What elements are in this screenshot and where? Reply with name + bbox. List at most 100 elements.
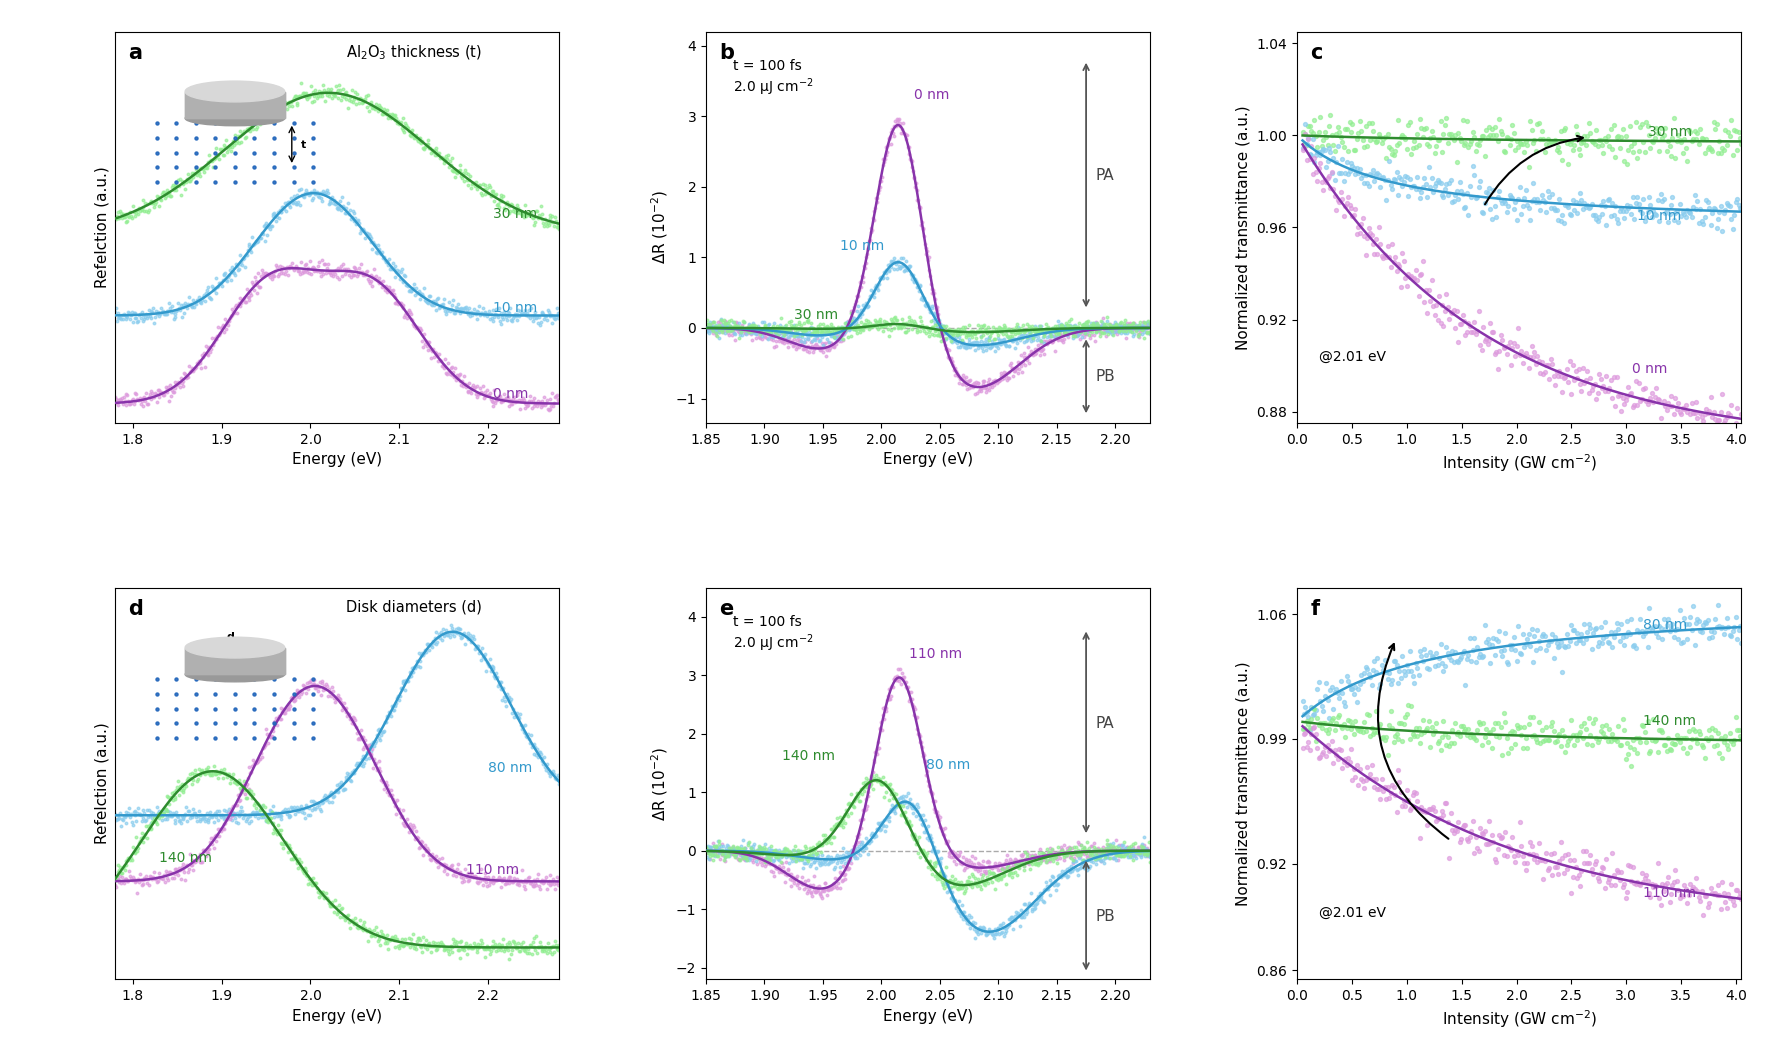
Point [184,164,212,181]
Point [269,199,297,216]
Point [787,851,815,868]
Point [695,313,723,330]
Point [992,861,1020,878]
Point [1353,138,1381,155]
Point [495,950,523,967]
Point [857,768,886,784]
Point [875,130,903,146]
Point [1321,741,1349,758]
Point [1519,846,1547,862]
Point [1018,851,1047,868]
Point [868,813,896,830]
Point [1034,322,1063,339]
Point [1109,836,1137,853]
Point [939,892,967,909]
Point [1354,114,1383,131]
Point [1618,205,1646,222]
Point [1708,750,1736,767]
Point [1575,710,1604,727]
Point [1685,613,1713,630]
Point [194,289,223,305]
Point [256,729,285,746]
Point [1002,855,1031,872]
Point [884,796,912,813]
Point [271,801,299,818]
Point [1568,359,1597,376]
Point [537,306,566,323]
Point [359,927,387,943]
Point [1096,320,1124,337]
Point [392,277,421,294]
Point [1086,851,1114,868]
Point [1651,620,1680,637]
Point [911,322,939,339]
Point [156,803,184,820]
Point [923,843,951,860]
Point [751,836,780,853]
Point [1582,211,1611,227]
Point [380,289,408,305]
Point [1611,876,1639,893]
Point [840,320,868,337]
Point [813,856,842,873]
Point [449,624,477,641]
Point [900,826,928,842]
Point [127,396,156,413]
Point [1040,869,1068,886]
Point [1623,150,1651,166]
Point [1376,153,1404,170]
Point [886,260,914,277]
Point [235,780,263,797]
Point [804,855,833,872]
Point [235,815,263,832]
Point [808,321,836,338]
Point [956,857,985,874]
Point [150,386,179,403]
Point [939,326,967,343]
Point [1533,732,1561,749]
Point [794,882,822,899]
Point [1114,317,1142,334]
Point [1112,330,1140,346]
Point [727,846,755,862]
Point [813,334,842,351]
Text: 0 nm: 0 nm [914,87,949,102]
Point [732,322,760,339]
Point [854,772,882,789]
Point [426,623,454,640]
Point [1653,611,1681,628]
Point [937,326,965,343]
Point [783,841,812,858]
Point [912,753,941,770]
Point [713,848,741,865]
Point [907,278,935,295]
Point [322,781,350,798]
Point [735,850,764,867]
Point [1107,314,1135,331]
Point [223,796,251,813]
Point [421,630,449,647]
Point [704,320,732,337]
Point [1289,693,1317,710]
Point [514,307,543,324]
Point [785,845,813,861]
Point [1630,213,1658,230]
Point [888,250,916,266]
Point [262,105,290,122]
Point [385,115,414,132]
Point [1333,154,1361,171]
Point [514,941,543,958]
Point [981,331,1010,347]
Point [1078,854,1107,871]
Point [516,874,545,891]
Point [1554,374,1582,391]
Point [134,871,163,888]
Point [421,295,449,312]
Point [1130,314,1158,331]
Point [840,301,868,318]
Point [541,309,569,325]
Point [695,320,723,337]
Point [1349,772,1377,789]
Point [822,879,850,896]
Point [1457,323,1485,340]
